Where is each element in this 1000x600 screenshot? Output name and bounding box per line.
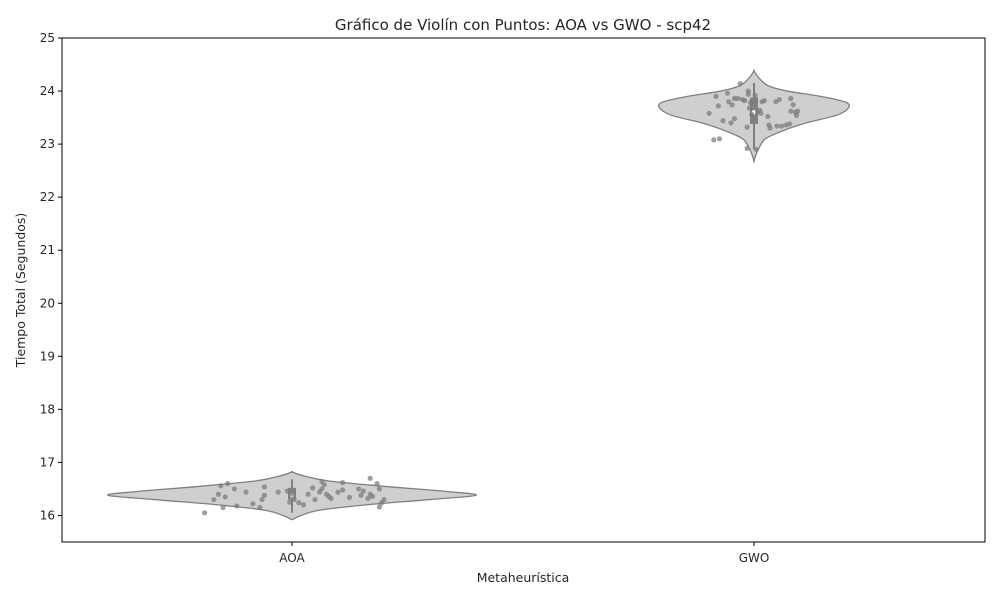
data-point: [305, 491, 311, 497]
data-point: [243, 489, 249, 495]
data-point: [753, 146, 759, 153]
data-point: [358, 492, 364, 498]
data-point: [761, 98, 767, 104]
data-point: [328, 495, 334, 502]
y-axis: 16 17 18 19 20 21 22 23 24 25: [40, 31, 62, 522]
violin-group-aoa: [107, 470, 477, 521]
data-point: [787, 121, 793, 127]
data-point: [310, 485, 316, 491]
data-point: [751, 99, 757, 105]
data-point: [259, 496, 265, 503]
data-point: [381, 496, 387, 503]
data-point: [225, 481, 231, 487]
data-point: [284, 488, 290, 494]
data-point: [735, 95, 741, 102]
data-point: [742, 98, 748, 104]
data-point: [202, 510, 208, 516]
data-point: [222, 494, 228, 500]
data-point: [312, 496, 318, 503]
data-point: [793, 112, 800, 119]
data-point: [729, 102, 735, 108]
data-point: [365, 495, 371, 502]
data-point: [737, 81, 743, 87]
data-point: [728, 120, 734, 126]
data-point: [369, 493, 376, 499]
plot-frame: [61, 37, 986, 543]
y-tick-label: 24: [40, 84, 55, 98]
data-point: [776, 96, 782, 103]
data-point: [744, 124, 750, 130]
data-point: [300, 502, 307, 508]
data-point: [376, 504, 382, 510]
y-tick-label: 22: [40, 190, 55, 204]
x-tick-label-aoa: AOA: [279, 551, 305, 565]
chart-title: Gráfico de Violín con Puntos: AOA vs GWO…: [335, 16, 711, 34]
data-point: [319, 486, 325, 492]
data-point: [746, 105, 753, 111]
data-point: [795, 108, 801, 114]
data-point: [367, 475, 373, 481]
data-point: [220, 504, 226, 511]
data-point: [749, 111, 755, 117]
data-point: [779, 123, 785, 129]
data-point: [374, 481, 380, 487]
data-point: [752, 92, 758, 98]
violin-group-gwo: [657, 69, 851, 165]
data-point: [360, 488, 366, 494]
y-tick-label: 23: [40, 137, 55, 151]
data-point: [261, 492, 267, 498]
data-point: [321, 482, 327, 488]
data-point: [731, 116, 738, 122]
data-point: [716, 136, 723, 142]
y-tick-label: 17: [40, 455, 55, 469]
y-tick-label: 21: [40, 243, 55, 257]
data-point: [250, 501, 256, 507]
x-axis: AOA GWO: [279, 542, 769, 565]
data-point: [356, 486, 362, 492]
data-point: [275, 489, 281, 495]
y-tick-label: 19: [40, 349, 55, 363]
data-point: [726, 99, 732, 105]
data-point: [715, 103, 721, 109]
data-point: [713, 93, 719, 99]
data-point: [765, 113, 771, 120]
data-point: [289, 491, 295, 497]
x-axis-title: Metaheurística: [477, 570, 570, 585]
data-point: [215, 491, 221, 497]
data-point: [745, 88, 751, 94]
data-point: [340, 479, 346, 486]
data-point: [218, 483, 224, 489]
data-point: [790, 102, 796, 108]
y-tick-label: 18: [40, 402, 55, 416]
data-point: [744, 145, 750, 151]
y-axis-title: Tiempo Total (Segundos): [13, 213, 28, 369]
data-point: [291, 496, 297, 503]
data-point: [340, 487, 346, 493]
y-tick-label: 20: [40, 296, 55, 310]
data-point: [788, 95, 794, 102]
data-point: [261, 484, 267, 490]
data-point: [234, 503, 240, 509]
data-point: [231, 486, 238, 492]
data-point: [758, 110, 764, 116]
data-point: [724, 90, 731, 96]
y-tick-label: 16: [40, 508, 55, 522]
data-point: [346, 494, 353, 501]
data-point: [788, 108, 794, 114]
data-point: [211, 496, 217, 503]
data-point: [296, 500, 302, 506]
data-point: [720, 118, 726, 124]
data-point: [706, 110, 712, 116]
data-point: [774, 123, 780, 129]
data-point: [376, 486, 382, 492]
data-point: [711, 137, 717, 143]
plot-area: [107, 69, 851, 521]
x-tick-label-gwo: GWO: [739, 551, 770, 565]
data-point: [287, 499, 293, 505]
data-point: [767, 125, 773, 131]
y-tick-label: 25: [40, 31, 55, 45]
data-point: [257, 504, 263, 511]
data-point: [335, 489, 341, 495]
